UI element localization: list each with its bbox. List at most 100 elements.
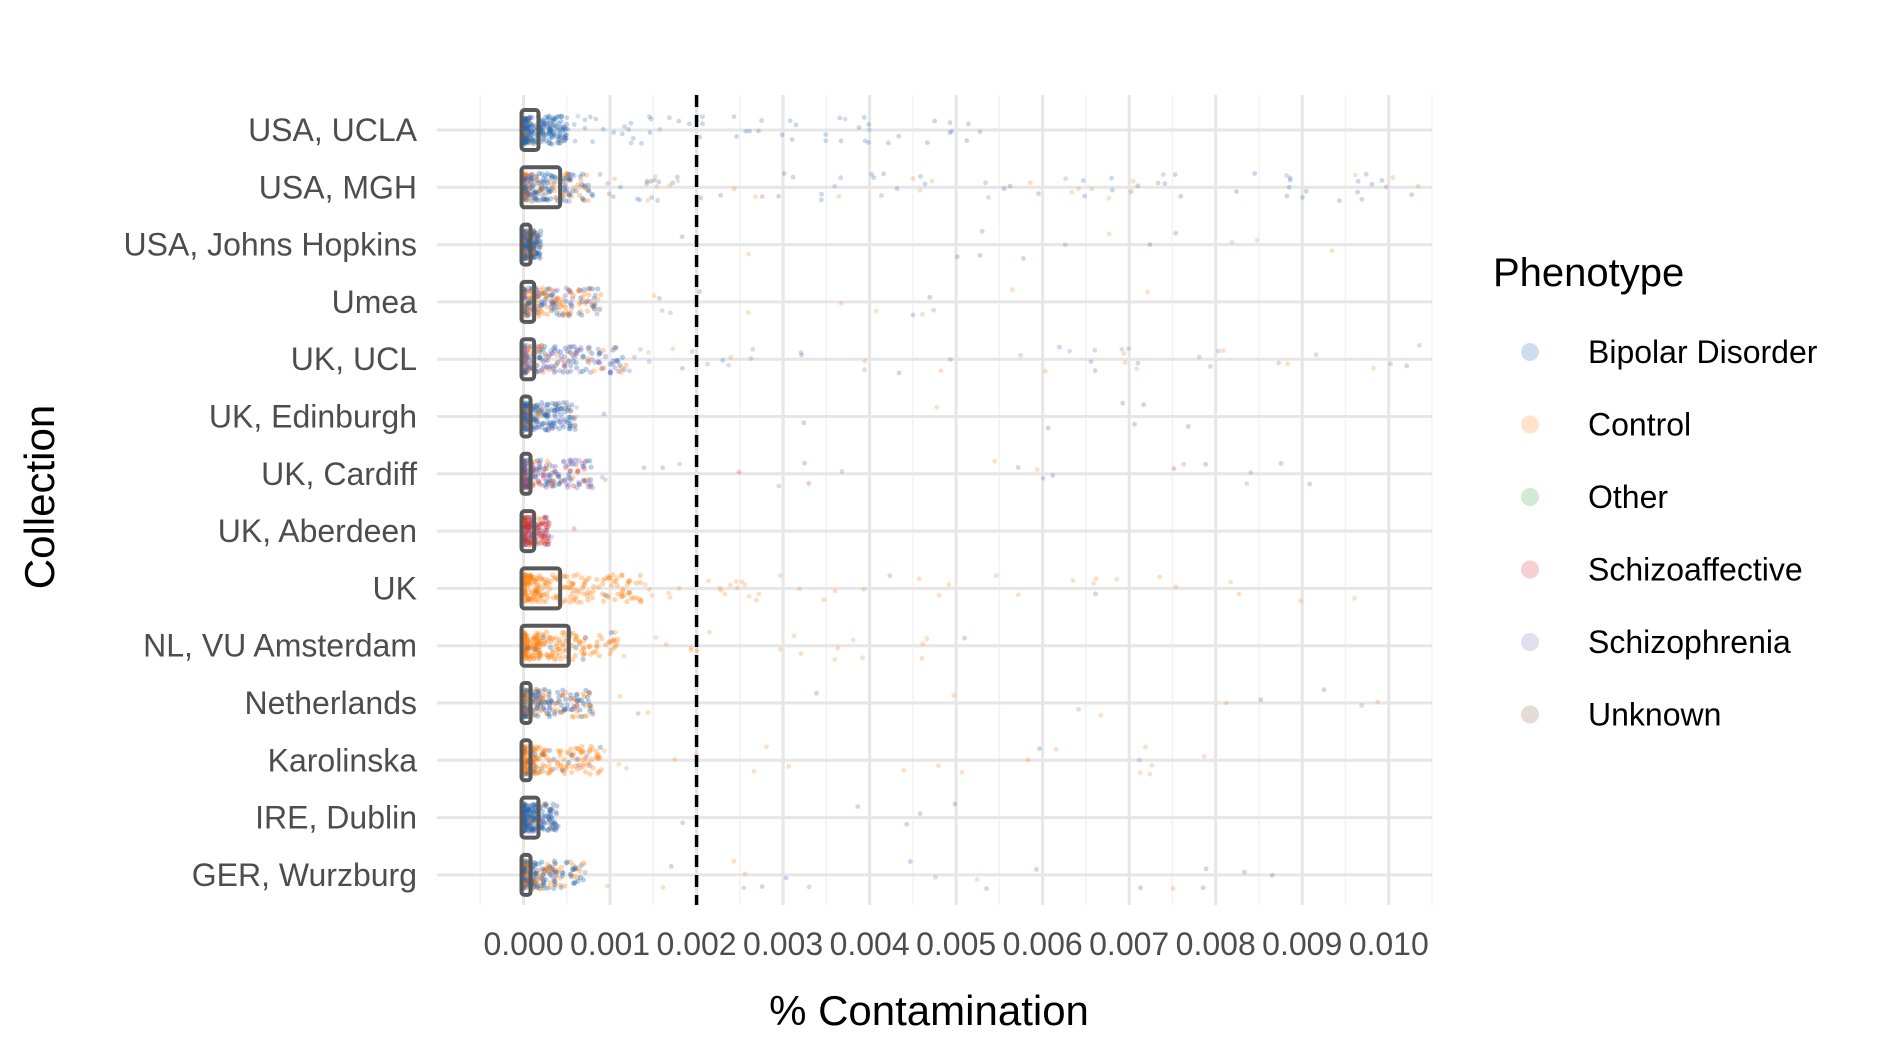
data-point bbox=[531, 707, 537, 713]
data-point bbox=[554, 418, 561, 424]
data-point bbox=[522, 575, 528, 581]
data-point bbox=[556, 646, 563, 652]
data-point bbox=[562, 365, 568, 371]
data-point bbox=[602, 353, 609, 359]
data-point bbox=[523, 419, 530, 425]
data-point bbox=[550, 301, 556, 307]
data-point bbox=[582, 125, 588, 131]
data-point bbox=[591, 583, 597, 590]
data-point bbox=[544, 479, 550, 485]
data-point bbox=[746, 593, 752, 599]
data-point bbox=[566, 190, 573, 196]
data-point bbox=[540, 520, 546, 526]
data-point bbox=[548, 188, 554, 194]
data-point bbox=[1417, 342, 1422, 348]
data-point bbox=[527, 129, 533, 135]
data-point bbox=[540, 196, 546, 202]
data-point bbox=[1203, 461, 1209, 467]
data-point bbox=[563, 170, 570, 177]
data-point bbox=[522, 232, 528, 238]
data-point bbox=[1040, 475, 1046, 481]
data-point bbox=[531, 636, 537, 642]
data-point bbox=[742, 871, 748, 877]
data-point bbox=[533, 597, 539, 603]
data-point bbox=[523, 310, 530, 316]
data-point bbox=[547, 473, 553, 479]
data-point bbox=[566, 417, 572, 424]
data-point bbox=[533, 250, 539, 256]
data-point bbox=[522, 531, 528, 537]
data-point bbox=[566, 425, 573, 431]
data-point bbox=[526, 191, 533, 197]
data-point bbox=[538, 575, 544, 582]
data-point bbox=[559, 421, 565, 428]
data-point bbox=[541, 534, 548, 540]
data-point bbox=[1138, 885, 1143, 891]
data-point bbox=[646, 587, 652, 592]
data-point bbox=[524, 409, 530, 415]
data-point bbox=[539, 192, 545, 198]
data-point bbox=[550, 595, 556, 601]
data-point bbox=[524, 706, 530, 712]
data-point bbox=[1141, 402, 1147, 408]
data-point bbox=[537, 516, 544, 522]
data-point bbox=[536, 650, 542, 656]
data-point bbox=[558, 135, 564, 141]
data-point bbox=[1359, 703, 1365, 708]
data-point bbox=[523, 171, 530, 177]
data-point bbox=[555, 140, 561, 146]
data-point bbox=[545, 426, 551, 432]
data-point bbox=[539, 641, 545, 647]
data-point bbox=[546, 129, 552, 135]
data-point bbox=[753, 597, 759, 603]
data-point bbox=[532, 646, 538, 652]
data-point bbox=[576, 641, 582, 647]
data-point bbox=[529, 128, 535, 134]
data-point bbox=[540, 420, 546, 427]
data-point bbox=[637, 572, 643, 579]
data-point bbox=[554, 352, 560, 358]
data-point bbox=[838, 175, 844, 181]
data-point bbox=[582, 650, 588, 656]
data-point bbox=[1135, 183, 1141, 189]
data-point bbox=[543, 196, 549, 202]
data-point bbox=[528, 176, 535, 182]
legend-key bbox=[1521, 343, 1539, 361]
data-point bbox=[576, 287, 582, 293]
data-point bbox=[552, 463, 559, 469]
data-point bbox=[1307, 481, 1312, 487]
data-point bbox=[524, 632, 530, 638]
data-point bbox=[553, 809, 559, 815]
data-point bbox=[523, 409, 529, 416]
data-point bbox=[571, 714, 577, 720]
data-point bbox=[581, 638, 587, 644]
data-point bbox=[531, 468, 537, 474]
data-point bbox=[523, 646, 529, 652]
data-point bbox=[575, 468, 581, 474]
data-point bbox=[630, 595, 636, 601]
data-point bbox=[718, 588, 724, 593]
data-point bbox=[540, 632, 546, 638]
data-point bbox=[918, 173, 923, 179]
data-point bbox=[799, 352, 805, 358]
data-point bbox=[553, 296, 559, 302]
data-point bbox=[599, 365, 606, 371]
legend-key bbox=[1521, 560, 1539, 579]
data-point bbox=[524, 197, 530, 203]
data-point bbox=[576, 481, 582, 487]
data-point bbox=[532, 696, 539, 703]
data-point bbox=[537, 232, 543, 238]
data-point bbox=[530, 129, 536, 135]
data-point bbox=[522, 418, 529, 425]
data-point bbox=[549, 648, 556, 654]
data-point bbox=[1128, 189, 1134, 195]
data-point bbox=[536, 354, 542, 361]
data-point bbox=[534, 642, 540, 648]
data-point bbox=[1229, 239, 1235, 245]
data-point bbox=[638, 597, 645, 604]
data-point bbox=[904, 821, 910, 827]
data-point bbox=[536, 515, 542, 522]
data-point bbox=[526, 539, 532, 545]
data-point bbox=[720, 358, 726, 363]
data-point bbox=[564, 859, 570, 865]
